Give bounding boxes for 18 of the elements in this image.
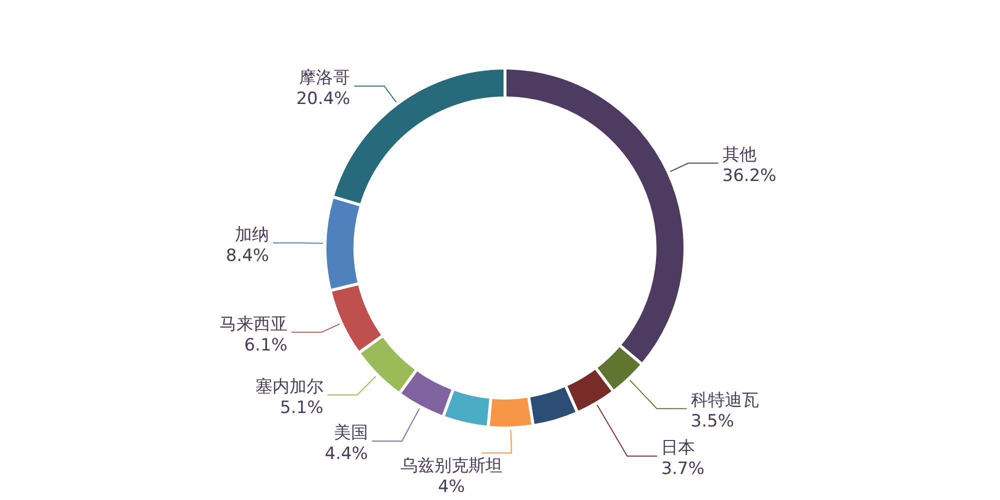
data-label: 4.4% bbox=[324, 444, 368, 464]
data-label: 6.1% bbox=[244, 335, 288, 356]
slice-label: 其他 bbox=[722, 145, 756, 166]
slice-label: 加纳 bbox=[235, 224, 270, 245]
data-label: 4% bbox=[438, 476, 465, 497]
data-label: 3.7% bbox=[661, 459, 704, 480]
data-label: 5.1% bbox=[280, 398, 324, 418]
data-label: 20.4% bbox=[296, 89, 350, 110]
slice-label: 美国 bbox=[334, 423, 368, 444]
slice-label: 科特迪瓦 bbox=[690, 390, 759, 411]
slice-label: 摩洛哥 bbox=[299, 68, 350, 88]
slice-label: 日本 bbox=[661, 438, 696, 458]
data-label: 8.4% bbox=[226, 246, 270, 266]
slice-label: 塞内加尔 bbox=[255, 376, 324, 397]
data-label: 36.2% bbox=[722, 166, 776, 186]
slice-label: 乌兹别克斯坦 bbox=[400, 456, 502, 476]
slice-label: 马来西亚 bbox=[219, 314, 288, 334]
data-label: 3.5% bbox=[690, 412, 734, 432]
